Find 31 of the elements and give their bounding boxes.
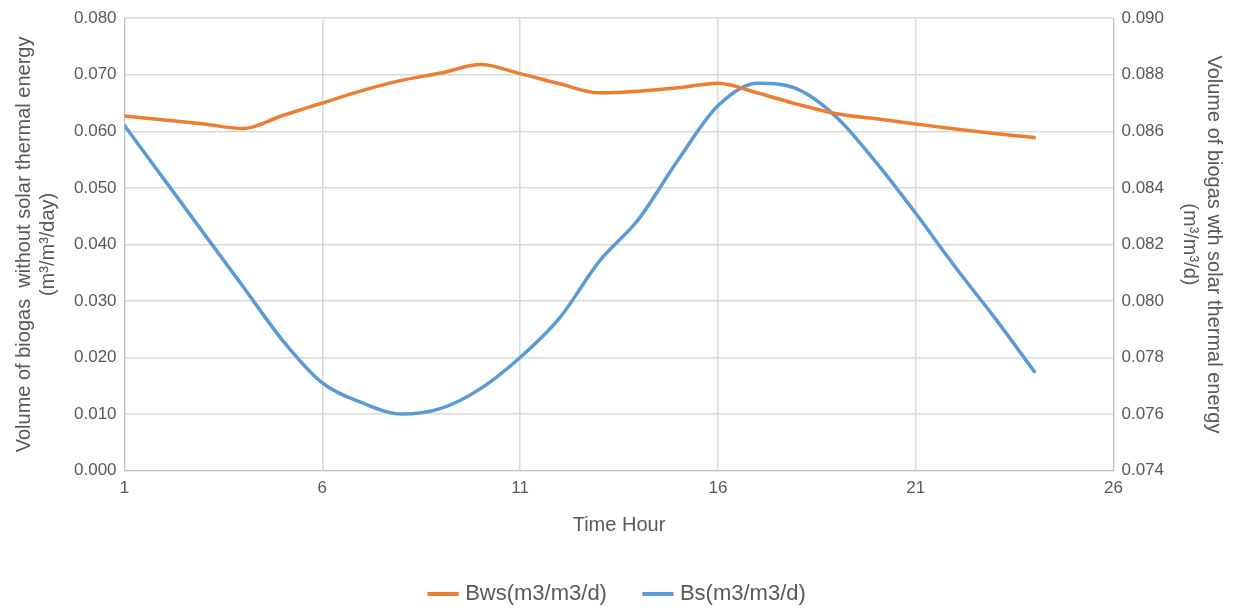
y2-axis-title: Volume of biogas wth solar thermal energy (m³/m³/d) [1180, 55, 1227, 434]
y2-tick-label: 0.082 [1121, 234, 1165, 254]
x-tick-label: 1 [119, 478, 130, 498]
y2-tick-label: 0.080 [1121, 290, 1165, 310]
line-series [124, 62, 1037, 140]
x-tick-label: 26 [1104, 478, 1123, 498]
line-series [124, 81, 1037, 416]
y-tick-label: 0.020 [73, 347, 117, 367]
y2-tick-label: 0.074 [1121, 460, 1165, 480]
legend-label: Bs(m3/m3/d) [679, 580, 806, 606]
y-tick-label: 0.010 [73, 403, 117, 423]
y2-tick-label: 0.084 [1121, 177, 1165, 197]
y-tick-label: 0.040 [73, 234, 117, 254]
y-tick-label: 0.060 [73, 120, 117, 140]
y2-tick-label: 0.078 [1121, 347, 1165, 367]
x-tick-label: 6 [317, 478, 328, 498]
x-tick-label: 11 [511, 478, 529, 498]
x-tick-label: 16 [708, 478, 728, 498]
x-axis-title: Time Hour [572, 512, 666, 535]
y2-tick-label: 0.086 [1121, 120, 1165, 140]
y-tick-label: 0.080 [73, 7, 117, 27]
y2-tick-label: 0.088 [1121, 64, 1165, 84]
legend-label: Bws(m3/m3/d) [465, 580, 607, 606]
y2-tick-label: 0.076 [1121, 403, 1165, 423]
y-tick-label: 0.030 [73, 290, 117, 310]
y-tick-label: 0.050 [73, 177, 117, 197]
x-tick-label: 21 [906, 478, 926, 498]
y-axis-title: Volume of biogas without solar thermal energy (m³/m³/day) [11, 36, 58, 453]
y-tick-label: 0.070 [73, 64, 117, 84]
y2-tick-label: 0.090 [1121, 7, 1165, 27]
y-tick-label: 0.000 [73, 460, 117, 480]
